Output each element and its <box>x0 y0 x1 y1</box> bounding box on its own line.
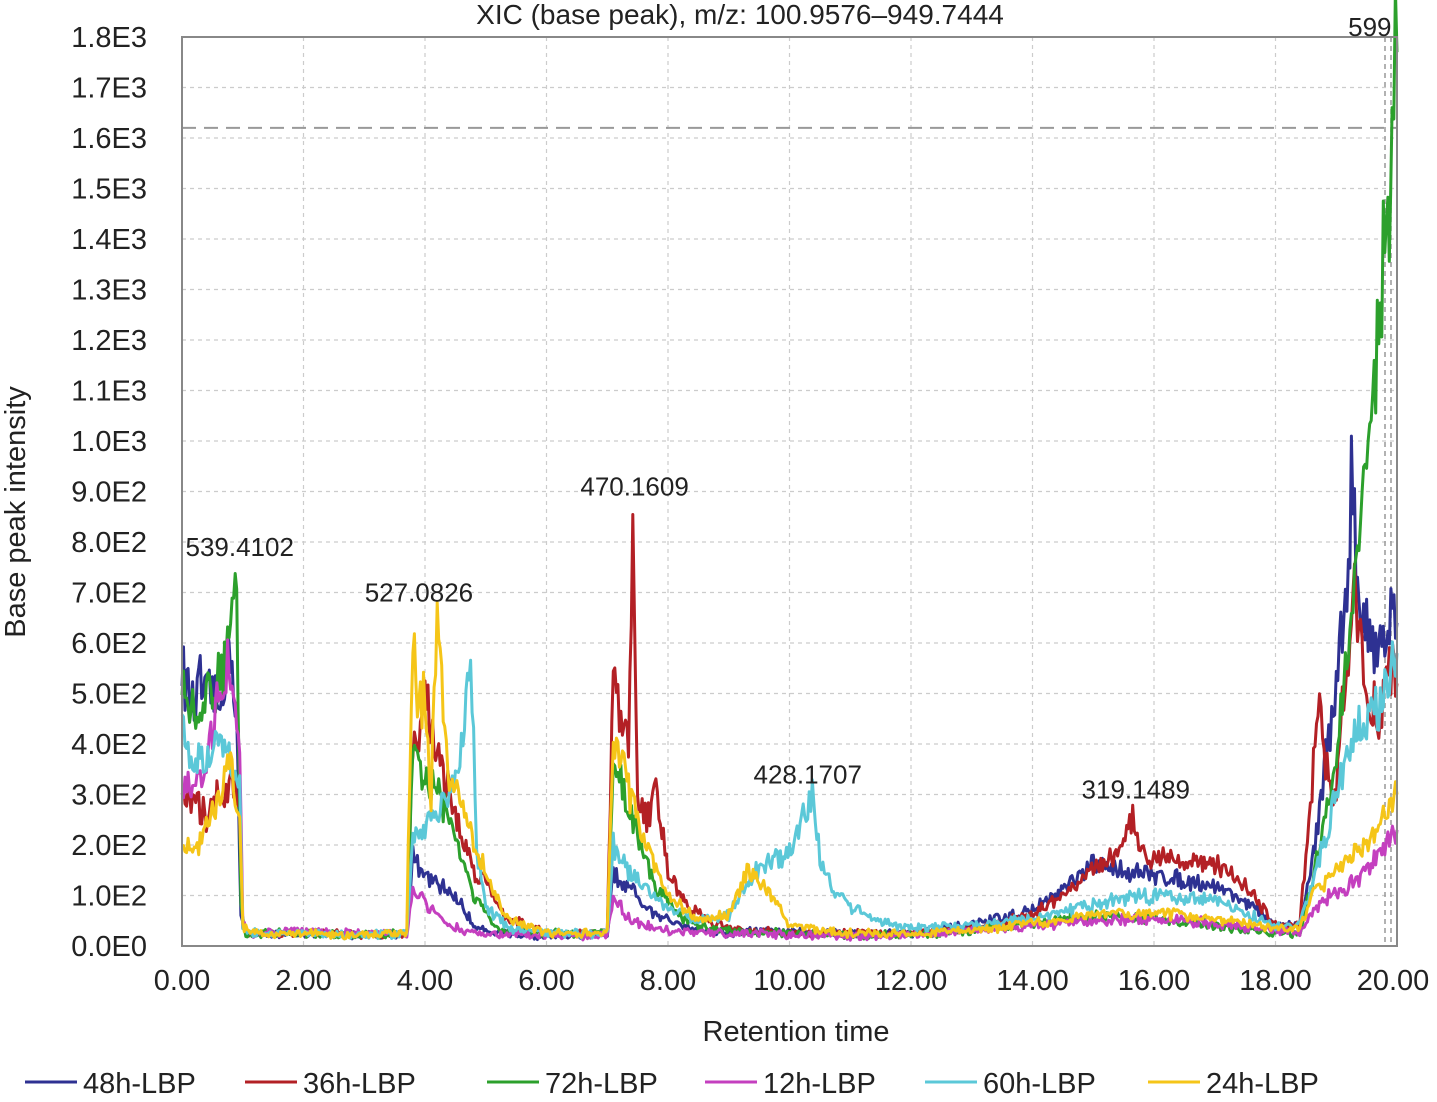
x-tick-label: 10.00 <box>753 965 826 997</box>
tick-layer: 0.00 2.00 4.00 6.00 8.00 10.00 12.00 14.00 16.00… <box>71 22 1429 997</box>
x-tick-label: 12.00 <box>875 965 948 997</box>
y-tick-label: 1.1E3 <box>71 376 147 408</box>
y-tick-label: 8.0E2 <box>71 527 147 559</box>
y-tick-label: 1.8E3 <box>71 22 147 54</box>
x-tick-label: 18.00 <box>1239 965 1312 997</box>
x-tick-label: 16.00 <box>1118 965 1191 997</box>
annotation-layer: 539.4102 527.0826 470.1609 428.1707 319.1489… <box>185 12 1391 805</box>
y-tick-label: 4.0E2 <box>71 729 147 761</box>
y-tick-label: 1.3E3 <box>71 275 147 307</box>
x-tick-label: 14.00 <box>996 965 1069 997</box>
y-tick-label: 9.0E2 <box>71 477 147 509</box>
y-tick-label: 1.0E3 <box>71 426 147 458</box>
legend-label-72h-LBP: 72h-LBP <box>545 1068 658 1097</box>
series-layer <box>180 0 1399 942</box>
x-tick-label: 20.00 <box>1357 965 1430 997</box>
y-tick-label: 6.0E2 <box>71 628 147 660</box>
legend: 48h-LBP 36h-LBP 72h-LBP 12h-LBP 60h-LBP 24h-L… <box>25 1068 1319 1100</box>
y-tick-label: 7.0E2 <box>71 578 147 610</box>
y-tick-label: 1.6E3 <box>71 123 147 155</box>
y-tick-label: 1.4E3 <box>71 224 147 256</box>
peak-annotation: 539.4102 <box>185 532 293 562</box>
series-line-24h-LBP <box>181 601 1399 941</box>
y-tick-label: 2.0E2 <box>71 830 147 862</box>
legend-label-60h-LBP: 60h-LBP <box>983 1068 1096 1097</box>
y-tick-label: 3.0E2 <box>71 780 147 812</box>
peak-annotation: 527.0826 <box>365 578 473 608</box>
x-tick-label: 0.00 <box>154 965 210 997</box>
y-tick-label: 1.7E3 <box>71 73 147 105</box>
y-tick-label: 1.5E3 <box>71 174 147 206</box>
peak-annotation: 428.1707 <box>753 759 861 789</box>
legend-label-12h-LBP: 12h-LBP <box>763 1068 876 1097</box>
peak-annotation: 319.1489 <box>1082 775 1190 805</box>
x-tick-label: 8.00 <box>640 965 696 997</box>
grid-layer <box>182 36 1397 946</box>
y-axis-label: Base peak intensity <box>0 386 32 638</box>
peak-annotation: 599 <box>1348 12 1391 42</box>
y-tick-label: 0.0E0 <box>71 931 147 963</box>
legend-label-48h-LBP: 48h-LBP <box>83 1068 196 1097</box>
x-tick-label: 2.00 <box>275 965 331 997</box>
y-tick-label: 1.2E3 <box>71 325 147 357</box>
x-tick-label: 4.00 <box>397 965 453 997</box>
chart-title: XIC (base peak), m/z: 100.9576–949.7444 <box>476 0 1004 30</box>
y-tick-label: 1.0E2 <box>71 881 147 913</box>
plot-frame <box>181 36 1398 947</box>
x-tick-label: 6.00 <box>518 965 574 997</box>
legend-label-36h-LBP: 36h-LBP <box>303 1068 416 1097</box>
peak-annotation: 470.1609 <box>580 472 688 502</box>
x-axis-label: Retention time <box>703 1016 890 1048</box>
legend-label-24h-LBP: 24h-LBP <box>1206 1068 1319 1097</box>
y-tick-label: 5.0E2 <box>71 679 147 711</box>
